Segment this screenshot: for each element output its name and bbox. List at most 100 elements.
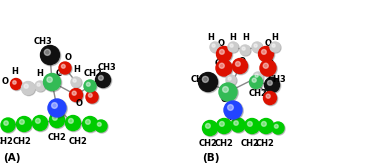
Circle shape	[268, 81, 272, 85]
Circle shape	[199, 73, 219, 93]
Text: H: H	[226, 83, 232, 91]
Circle shape	[232, 58, 248, 74]
Circle shape	[33, 116, 49, 132]
Text: H: H	[229, 33, 236, 42]
Circle shape	[206, 124, 210, 128]
Text: C: C	[56, 69, 62, 78]
Circle shape	[216, 60, 232, 76]
Circle shape	[36, 82, 46, 92]
Circle shape	[17, 117, 33, 133]
Circle shape	[13, 81, 16, 84]
Circle shape	[73, 79, 76, 82]
Circle shape	[240, 45, 251, 56]
Circle shape	[248, 122, 252, 126]
Circle shape	[253, 42, 263, 53]
Circle shape	[70, 89, 84, 103]
Circle shape	[87, 82, 90, 86]
Circle shape	[219, 83, 237, 101]
Circle shape	[59, 63, 72, 75]
Circle shape	[271, 42, 281, 53]
Circle shape	[228, 77, 231, 80]
Circle shape	[47, 77, 52, 82]
Circle shape	[231, 119, 246, 133]
Circle shape	[96, 73, 112, 89]
Circle shape	[83, 117, 99, 133]
Circle shape	[259, 119, 274, 133]
Circle shape	[217, 46, 231, 61]
Circle shape	[84, 80, 96, 92]
Text: (B): (B)	[202, 153, 220, 163]
Circle shape	[66, 116, 82, 132]
Circle shape	[245, 119, 260, 133]
Circle shape	[40, 45, 59, 65]
Circle shape	[198, 73, 217, 91]
Circle shape	[255, 74, 258, 77]
Circle shape	[217, 119, 233, 135]
Circle shape	[36, 119, 40, 123]
Circle shape	[253, 72, 263, 82]
Text: CH2: CH2	[0, 136, 14, 146]
Circle shape	[263, 63, 268, 68]
Circle shape	[272, 122, 284, 134]
Circle shape	[234, 121, 238, 125]
Circle shape	[266, 94, 270, 98]
Circle shape	[211, 42, 221, 53]
Circle shape	[272, 44, 275, 47]
Circle shape	[203, 121, 219, 137]
Text: CH2: CH2	[215, 139, 234, 149]
Text: O: O	[214, 58, 222, 68]
Text: O: O	[217, 39, 225, 47]
Circle shape	[44, 49, 50, 55]
Circle shape	[70, 88, 82, 101]
Circle shape	[95, 120, 107, 132]
Circle shape	[229, 42, 239, 53]
Text: CH2: CH2	[84, 69, 102, 78]
Circle shape	[88, 93, 92, 97]
Text: N: N	[51, 111, 57, 120]
Circle shape	[274, 124, 278, 128]
Text: O: O	[2, 78, 8, 86]
Circle shape	[220, 122, 224, 126]
Circle shape	[217, 119, 231, 133]
Circle shape	[99, 76, 103, 80]
Circle shape	[265, 78, 281, 94]
Circle shape	[259, 47, 275, 63]
Circle shape	[85, 120, 90, 124]
Circle shape	[262, 122, 266, 126]
Circle shape	[233, 59, 249, 75]
Circle shape	[87, 91, 99, 104]
Text: O: O	[76, 98, 82, 108]
Circle shape	[254, 73, 264, 83]
Circle shape	[240, 45, 250, 55]
Circle shape	[53, 116, 57, 120]
Circle shape	[212, 44, 215, 47]
Circle shape	[226, 76, 237, 86]
Circle shape	[11, 79, 23, 91]
Circle shape	[71, 77, 81, 87]
Circle shape	[33, 116, 48, 130]
Circle shape	[219, 83, 238, 102]
Circle shape	[245, 119, 261, 135]
Text: CH2: CH2	[240, 139, 259, 149]
Text: C: C	[221, 94, 227, 103]
Circle shape	[48, 99, 67, 118]
Circle shape	[265, 78, 279, 92]
Circle shape	[41, 46, 61, 66]
Circle shape	[260, 60, 277, 77]
Circle shape	[264, 92, 277, 106]
Circle shape	[48, 99, 66, 117]
Circle shape	[50, 113, 66, 129]
Circle shape	[96, 121, 108, 133]
Circle shape	[2, 119, 16, 133]
Circle shape	[226, 75, 236, 85]
Circle shape	[252, 78, 256, 82]
Circle shape	[230, 44, 233, 47]
Text: H: H	[254, 80, 260, 88]
Circle shape	[52, 103, 57, 108]
Circle shape	[254, 44, 257, 47]
Circle shape	[203, 121, 217, 135]
Circle shape	[65, 116, 81, 130]
Circle shape	[228, 105, 233, 110]
Circle shape	[24, 84, 28, 88]
Text: CH2: CH2	[48, 133, 67, 142]
